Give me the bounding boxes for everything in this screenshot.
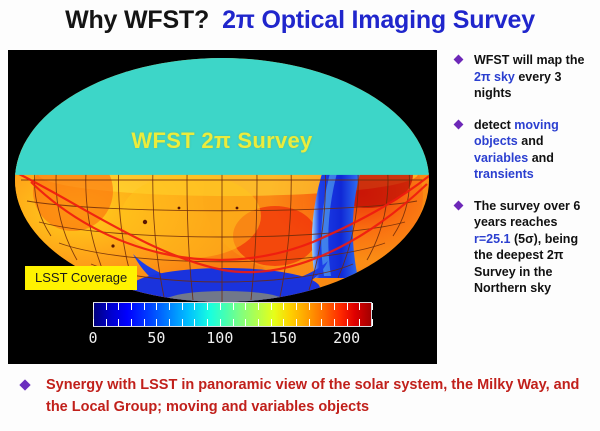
colorbar-tick: [143, 319, 145, 326]
colorbar-tick-labels: 0 50 100 150 200: [81, 329, 386, 351]
bullet-text-segment: and: [517, 134, 544, 148]
colorbar-group: 0 50 100 150 200: [88, 302, 383, 360]
wfst-survey-overlay: [15, 58, 429, 174]
colorbar-tick: [181, 319, 183, 326]
page-title-primary: Why WFST?: [65, 6, 210, 34]
bullet-text-segment: and: [528, 150, 554, 165]
colorbar-tick: [346, 319, 348, 326]
colorbar-tick: [194, 303, 196, 310]
colorbar-tick: [257, 319, 259, 326]
colorbar-tick: [169, 303, 171, 310]
sidebar-bullet-1: WFST will map the 2π sky every 3 nights: [448, 52, 596, 102]
colorbar-tick: [93, 319, 94, 326]
bullet-text-segment: The survey over 6 years reaches: [474, 198, 581, 230]
colorbar-tick: [308, 319, 310, 326]
colorbar-tick: [105, 303, 107, 310]
colorbar-tick: [156, 319, 158, 326]
colorbar-tick: [169, 319, 171, 326]
colorbar-tick: [283, 303, 285, 310]
colorbar-tick: [346, 303, 348, 310]
colorbar-tick: [232, 319, 234, 326]
colorbar-tick: [270, 319, 272, 326]
colorbar-tick: [219, 319, 221, 326]
bullet-text-segment: 2π sky: [474, 69, 515, 84]
bottom-note-text: Synergy with LSST in panoramic view of t…: [46, 377, 580, 415]
colorbar-tick: [283, 319, 285, 326]
bullet-text-segment: moving objects: [474, 117, 559, 149]
point-sources: [111, 206, 239, 248]
colorbar-tick: [372, 319, 373, 326]
sky-map-body: [15, 58, 429, 302]
colorbar-tick: [93, 303, 94, 310]
colorbar-tick: [321, 319, 323, 326]
bottom-note: Synergy with LSST in panoramic view of t…: [18, 374, 584, 418]
colorbar-tick: [131, 319, 133, 326]
colorbar-tick: [207, 319, 209, 326]
colorbar-tick: [181, 303, 183, 310]
colorbar-ticks-bottom: [93, 319, 373, 326]
colorbar-tick: [295, 303, 297, 310]
colorbar-tick: [257, 303, 259, 310]
colorbar-tick: [219, 303, 221, 310]
bullet-text-segment: r=25.1: [474, 231, 511, 246]
colorbar-tick: [245, 303, 247, 310]
colorbar-tick: [232, 303, 234, 310]
diamond-bullet-icon: [453, 200, 464, 210]
colorbar-tick: [359, 319, 361, 326]
colorbar-tick: [245, 319, 247, 326]
colorbar-tick-label: 150: [269, 329, 297, 347]
sky-map: WFST 2π Survey LSST Coverage: [13, 56, 431, 304]
sidebar-bullet-3: The survey over 6 years reaches r=25.1 (…: [448, 198, 596, 297]
bullet-text-segment: variables: [474, 150, 529, 165]
colorbar-tick-label: 50: [147, 329, 166, 347]
mollweide-projection: [15, 58, 429, 302]
colorbar-tick: [308, 303, 310, 310]
colorbar-tick: [194, 319, 196, 326]
sidebar-bullets: WFST will map the 2π sky every 3 nights d…: [448, 52, 596, 358]
colorbar-tick: [359, 303, 361, 310]
bullet-text-segment: detect: [474, 117, 515, 132]
colorbar-tick-label: 0: [88, 329, 98, 347]
figure-panel: WFST 2π Survey LSST Coverage 0 50 100 150 20…: [8, 50, 437, 364]
colorbar-tick: [270, 303, 272, 310]
bullet-text-segment: WFST will map the: [474, 53, 585, 67]
colorbar-tick: [333, 303, 335, 310]
bullet-text-segment: transients: [474, 167, 534, 181]
colorbar-tick: [118, 303, 120, 310]
colorbar-ticks-top: [93, 303, 373, 310]
colorbar-tick: [131, 303, 133, 310]
bullet-text-segment: every 3 nights: [474, 69, 562, 101]
page-title: Why WFST? 2π Optical Imaging Survey: [0, 6, 600, 46]
colorbar-tick: [143, 303, 145, 310]
lsst-coverage-tag: LSST Coverage: [25, 266, 138, 290]
colorbar-tick: [333, 319, 335, 326]
page-title-secondary: 2π Optical Imaging Survey: [222, 6, 535, 34]
colorbar-tick-label: 100: [206, 329, 234, 347]
diamond-bullet-icon: [453, 119, 464, 129]
colorbar-tick: [156, 303, 158, 310]
colorbar-tick: [321, 303, 323, 310]
wfst-survey-label: WFST 2π Survey: [131, 128, 313, 153]
diamond-bullet-icon: [453, 54, 464, 65]
colorbar-tick: [105, 319, 107, 326]
colorbar-tick: [207, 303, 209, 310]
colorbar-tick: [295, 319, 297, 326]
colorbar-tick: [372, 303, 373, 310]
bullet-text-segment: (5σ), being the deepest 2π Survey in the…: [474, 231, 579, 296]
sidebar-bullet-2: detect moving objects and variables and …: [448, 117, 596, 183]
colorbar-tick-label: 200: [333, 329, 361, 347]
diamond-bullet-icon: [19, 379, 31, 391]
colorbar-tick: [118, 319, 120, 326]
reference-curves: [18, 173, 429, 274]
